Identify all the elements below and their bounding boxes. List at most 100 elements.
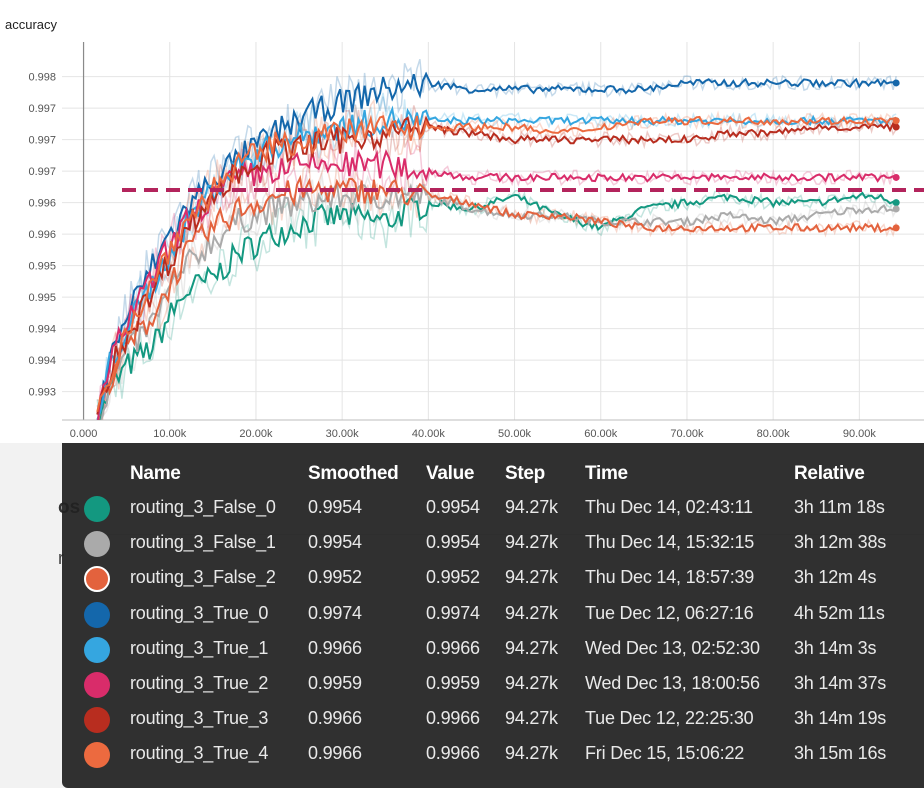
tooltip-cell-relative: 4h 52m 11s xyxy=(794,602,885,623)
tooltip-cell-value: 0.9954 xyxy=(426,532,480,553)
series-color-swatch xyxy=(84,601,110,628)
tooltip-cell-value: 0.9974 xyxy=(426,602,480,623)
line-chart[interactable]: 0.993 0.994 0.994 0.995 0.995 0.996 0.996 0.997… xyxy=(0,0,924,443)
raw-series-line xyxy=(97,136,897,420)
series-endpoint xyxy=(892,123,900,131)
tooltip-cell-value: 0.9966 xyxy=(426,743,480,764)
series-endpoint xyxy=(892,79,900,87)
tooltip-row: routing_3_True_4 0.9966 0.9966 94.27k Fri De… xyxy=(62,737,924,772)
tooltip-cell-value: 0.9966 xyxy=(426,708,480,729)
y-tick-label: 0.996 xyxy=(28,198,56,210)
tooltip-row: routing_3_True_1 0.9966 0.9966 94.27k Wed De… xyxy=(62,632,924,667)
series-endpoint xyxy=(892,205,900,213)
tooltip-cell-relative: 3h 12m 38s xyxy=(794,532,887,553)
tooltip-cell-name: routing_3_True_0 xyxy=(130,602,269,623)
raw-series-line xyxy=(96,92,897,420)
series-endpoint xyxy=(892,173,900,181)
tooltip-cell-name: routing_3_False_0 xyxy=(130,497,276,517)
tooltip-header-time: Time xyxy=(585,463,628,484)
series-color-swatch xyxy=(84,742,110,769)
y-tick-label: 0.997 xyxy=(28,103,56,115)
tooltip-cell-step: 94.27k xyxy=(505,637,558,658)
tooltip-cell-step: 94.27k xyxy=(505,673,558,693)
tooltip-header-step: Step xyxy=(505,463,545,484)
x-tick-label: 20.00k xyxy=(239,428,273,440)
tooltip-cell-name: routing_3_False_2 xyxy=(130,567,276,588)
series-color-swatch xyxy=(84,707,110,734)
tooltip-cell-time: Tue Dec 12, 06:27:16 xyxy=(585,602,754,623)
tooltip-cell-step: 94.27k xyxy=(505,497,558,517)
y-tick-label: 0.994 xyxy=(28,324,56,336)
tooltip-header-name: Name xyxy=(130,463,181,484)
series-color-swatch xyxy=(84,636,110,663)
tooltip-cell-smoothed: 0.9954 xyxy=(308,497,362,517)
y-tick-label: 0.998 xyxy=(28,72,56,84)
series-line xyxy=(96,114,897,413)
tooltip-cell-step: 94.27k xyxy=(505,708,558,729)
x-tick-label: 60.00k xyxy=(584,428,618,440)
y-tick-label: 0.995 xyxy=(28,261,56,273)
tooltip-cell-step: 94.27k xyxy=(505,567,558,588)
tooltip-row: routing_3_True_2 0.9959 0.9959 94.27k Wed De… xyxy=(62,667,924,702)
smoothed-series-group xyxy=(96,71,898,420)
y-tick-label: 0.996 xyxy=(28,229,56,241)
tooltip-cell-name: routing_3_True_1 xyxy=(130,637,269,658)
tooltip-cell-step: 94.27k xyxy=(505,743,558,764)
tooltip-header-relative: Relative xyxy=(794,463,865,484)
tooltip-cell-smoothed: 0.9952 xyxy=(308,567,362,588)
series-color-swatch xyxy=(84,672,110,698)
tooltip-cell-time: Tue Dec 12, 22:25:30 xyxy=(585,708,754,729)
tooltip-header-value: Value xyxy=(426,463,475,484)
tooltip-cell-smoothed: 0.9974 xyxy=(308,602,362,623)
tooltip-cell-relative: 3h 15m 16s xyxy=(794,743,887,764)
tooltip-cell-relative: 3h 14m 37s xyxy=(794,673,887,693)
tooltip-cell-name: routing_3_False_1 xyxy=(130,532,276,553)
tooltip-cell-step: 94.27k xyxy=(505,602,558,623)
tooltip-cell-step: 94.27k xyxy=(505,532,558,553)
tooltip-cell-smoothed: 0.9966 xyxy=(308,637,362,658)
tooltip-cell-relative: 3h 14m 3s xyxy=(794,637,877,658)
raw-series-line xyxy=(96,184,897,420)
tooltip-cell-time: Fri Dec 15, 15:06:22 xyxy=(585,743,745,764)
y-tick-label: 0.995 xyxy=(28,292,56,304)
tooltip-cell-relative: 3h 12m 4s xyxy=(794,567,877,588)
tooltip-cell-time: Thu Dec 14, 02:43:11 xyxy=(585,497,753,517)
tooltip-cell-name: routing_3_True_4 xyxy=(130,743,269,764)
x-tick-label: 70.00k xyxy=(670,428,704,440)
y-tick-label: 0.994 xyxy=(28,355,56,367)
x-tick-label: 90.00k xyxy=(843,428,877,440)
tooltip-cell-smoothed: 0.9954 xyxy=(308,532,362,553)
series-tooltip: Name Smoothed Value Step Time Relative r… xyxy=(62,443,924,788)
y-tick-label: 0.993 xyxy=(28,387,56,399)
tooltip-cell-name: routing_3_True_3 xyxy=(130,708,269,729)
series-endpoint xyxy=(892,117,900,125)
raw-series-line xyxy=(101,98,897,420)
tooltip-cell-smoothed: 0.9959 xyxy=(308,673,362,693)
series-endpoint xyxy=(892,199,900,207)
raw-series-line xyxy=(98,105,897,420)
tooltip-cell-time: Wed Dec 13, 02:52:30 xyxy=(585,637,760,658)
tooltip-cell-smoothed: 0.9966 xyxy=(308,708,362,729)
tooltip-cell-smoothed: 0.9966 xyxy=(308,743,362,764)
series-line xyxy=(97,148,897,420)
tooltip-cell-time: Thu Dec 14, 18:57:39 xyxy=(585,567,755,588)
tooltip-row: routing_3_False_2 0.9952 0.9952 94.27k Thu D… xyxy=(62,561,924,596)
raw-series-line xyxy=(96,58,897,418)
x-tick-label: 80.00k xyxy=(757,428,791,440)
x-tick-label: 30.00k xyxy=(326,428,360,440)
series-endpoint xyxy=(892,224,900,232)
tooltip-cell-value: 0.9952 xyxy=(426,567,480,588)
tooltip-cell-time: Thu Dec 14, 15:32:15 xyxy=(585,532,755,553)
tooltip-row: routing_3_True_0 0.9974 0.9974 94.27k Tue De… xyxy=(62,597,924,632)
tooltip-cell-value: 0.9954 xyxy=(426,497,480,517)
series-color-swatch xyxy=(84,566,110,593)
tooltip-cell-name: routing_3_True_2 xyxy=(130,673,269,693)
raw-series-line xyxy=(97,168,897,420)
chart-title: accuracy xyxy=(5,17,58,32)
tooltip-cell-time: Wed Dec 13, 18:00:56 xyxy=(585,673,760,693)
series-line xyxy=(96,105,897,420)
y-tick-label: 0.997 xyxy=(28,135,56,147)
series-line xyxy=(97,174,897,420)
chart-area: accuracy 0.993 0.994 0.994 0.995 0.995 0.996 0… xyxy=(0,0,924,443)
tooltip-row: routing_3_False_0 0.9954 0.9954 94.27k Thu D… xyxy=(62,491,924,526)
